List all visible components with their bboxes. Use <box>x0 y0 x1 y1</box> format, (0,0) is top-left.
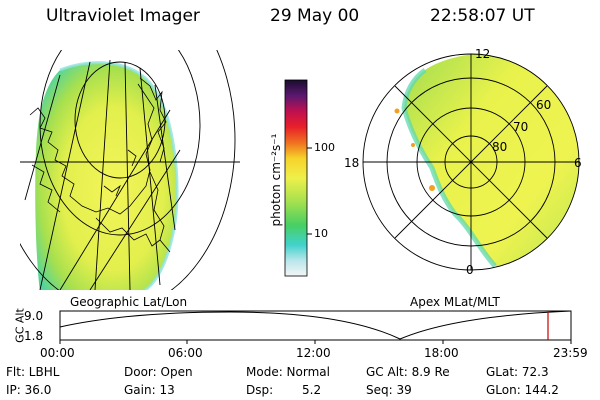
coastlines <box>29 77 171 253</box>
status-dsp-label: Dsp: <box>246 383 274 397</box>
status-filter: Flt: LBHL <box>6 365 60 379</box>
date-label: 29 May 00 <box>270 6 360 26</box>
orbit-xtick-1800: 18:00 <box>424 346 459 360</box>
polar-grid <box>362 53 580 271</box>
status-mode: Mode: Normal <box>246 365 330 379</box>
status-gain: Gain: 13 <box>124 383 175 397</box>
right-panel-caption: Apex MLat/MLT <box>410 295 500 309</box>
colorbar-gradient <box>284 79 308 277</box>
orbit-xtick-0600: 06:00 <box>168 346 203 360</box>
orbit-ytick-1: 1.8 <box>24 329 44 343</box>
left-panel-caption: Geographic Lat/Lon <box>70 295 188 309</box>
colorbar <box>284 79 312 277</box>
time-label: 22:58:07 UT <box>430 6 535 26</box>
status-seq: Seq: 39 <box>366 383 412 397</box>
mlt-label-0: 0 <box>466 263 474 277</box>
status-glat: GLat: 72.3 <box>486 365 549 379</box>
status-door: Door: Open <box>124 365 193 379</box>
auroral-emission-left <box>35 62 178 290</box>
orbit-xtick-1200: 12:00 <box>296 346 331 360</box>
polar-image <box>362 53 580 271</box>
colorbar-tick-100: 100 <box>314 141 335 154</box>
lat-label-80: 80 <box>492 140 508 154</box>
colorbar-tick-10: 10 <box>314 227 328 240</box>
lat-label-70: 70 <box>513 120 529 134</box>
orbit-xtick-2359: 23:59 <box>553 346 588 360</box>
status-ip: IP: 36.0 <box>6 383 52 397</box>
graticule <box>20 50 240 290</box>
status-dsp-value: 5.2 <box>302 383 322 397</box>
instrument-title: Ultraviolet Imager <box>46 6 200 26</box>
lat-label-60: 60 <box>536 98 552 112</box>
colorbar-unit-label: photon cm⁻²s⁻¹ <box>269 133 283 227</box>
orbit-xtick-0000: 00:00 <box>40 346 75 360</box>
geographic-image <box>20 50 240 290</box>
orbit-ytick-9: 9.0 <box>24 309 44 323</box>
mlt-label-6: 6 <box>574 156 582 170</box>
status-glon: GLon: 144.2 <box>486 383 559 397</box>
status-gc-alt: GC Alt: 8.9 Re <box>366 365 450 379</box>
mlt-label-12: 12 <box>475 47 491 61</box>
mlt-label-18: 18 <box>344 156 360 170</box>
orbit-altitude-trace <box>59 310 572 340</box>
limb-edge-left <box>59 61 179 290</box>
orbit-plot <box>59 310 572 344</box>
